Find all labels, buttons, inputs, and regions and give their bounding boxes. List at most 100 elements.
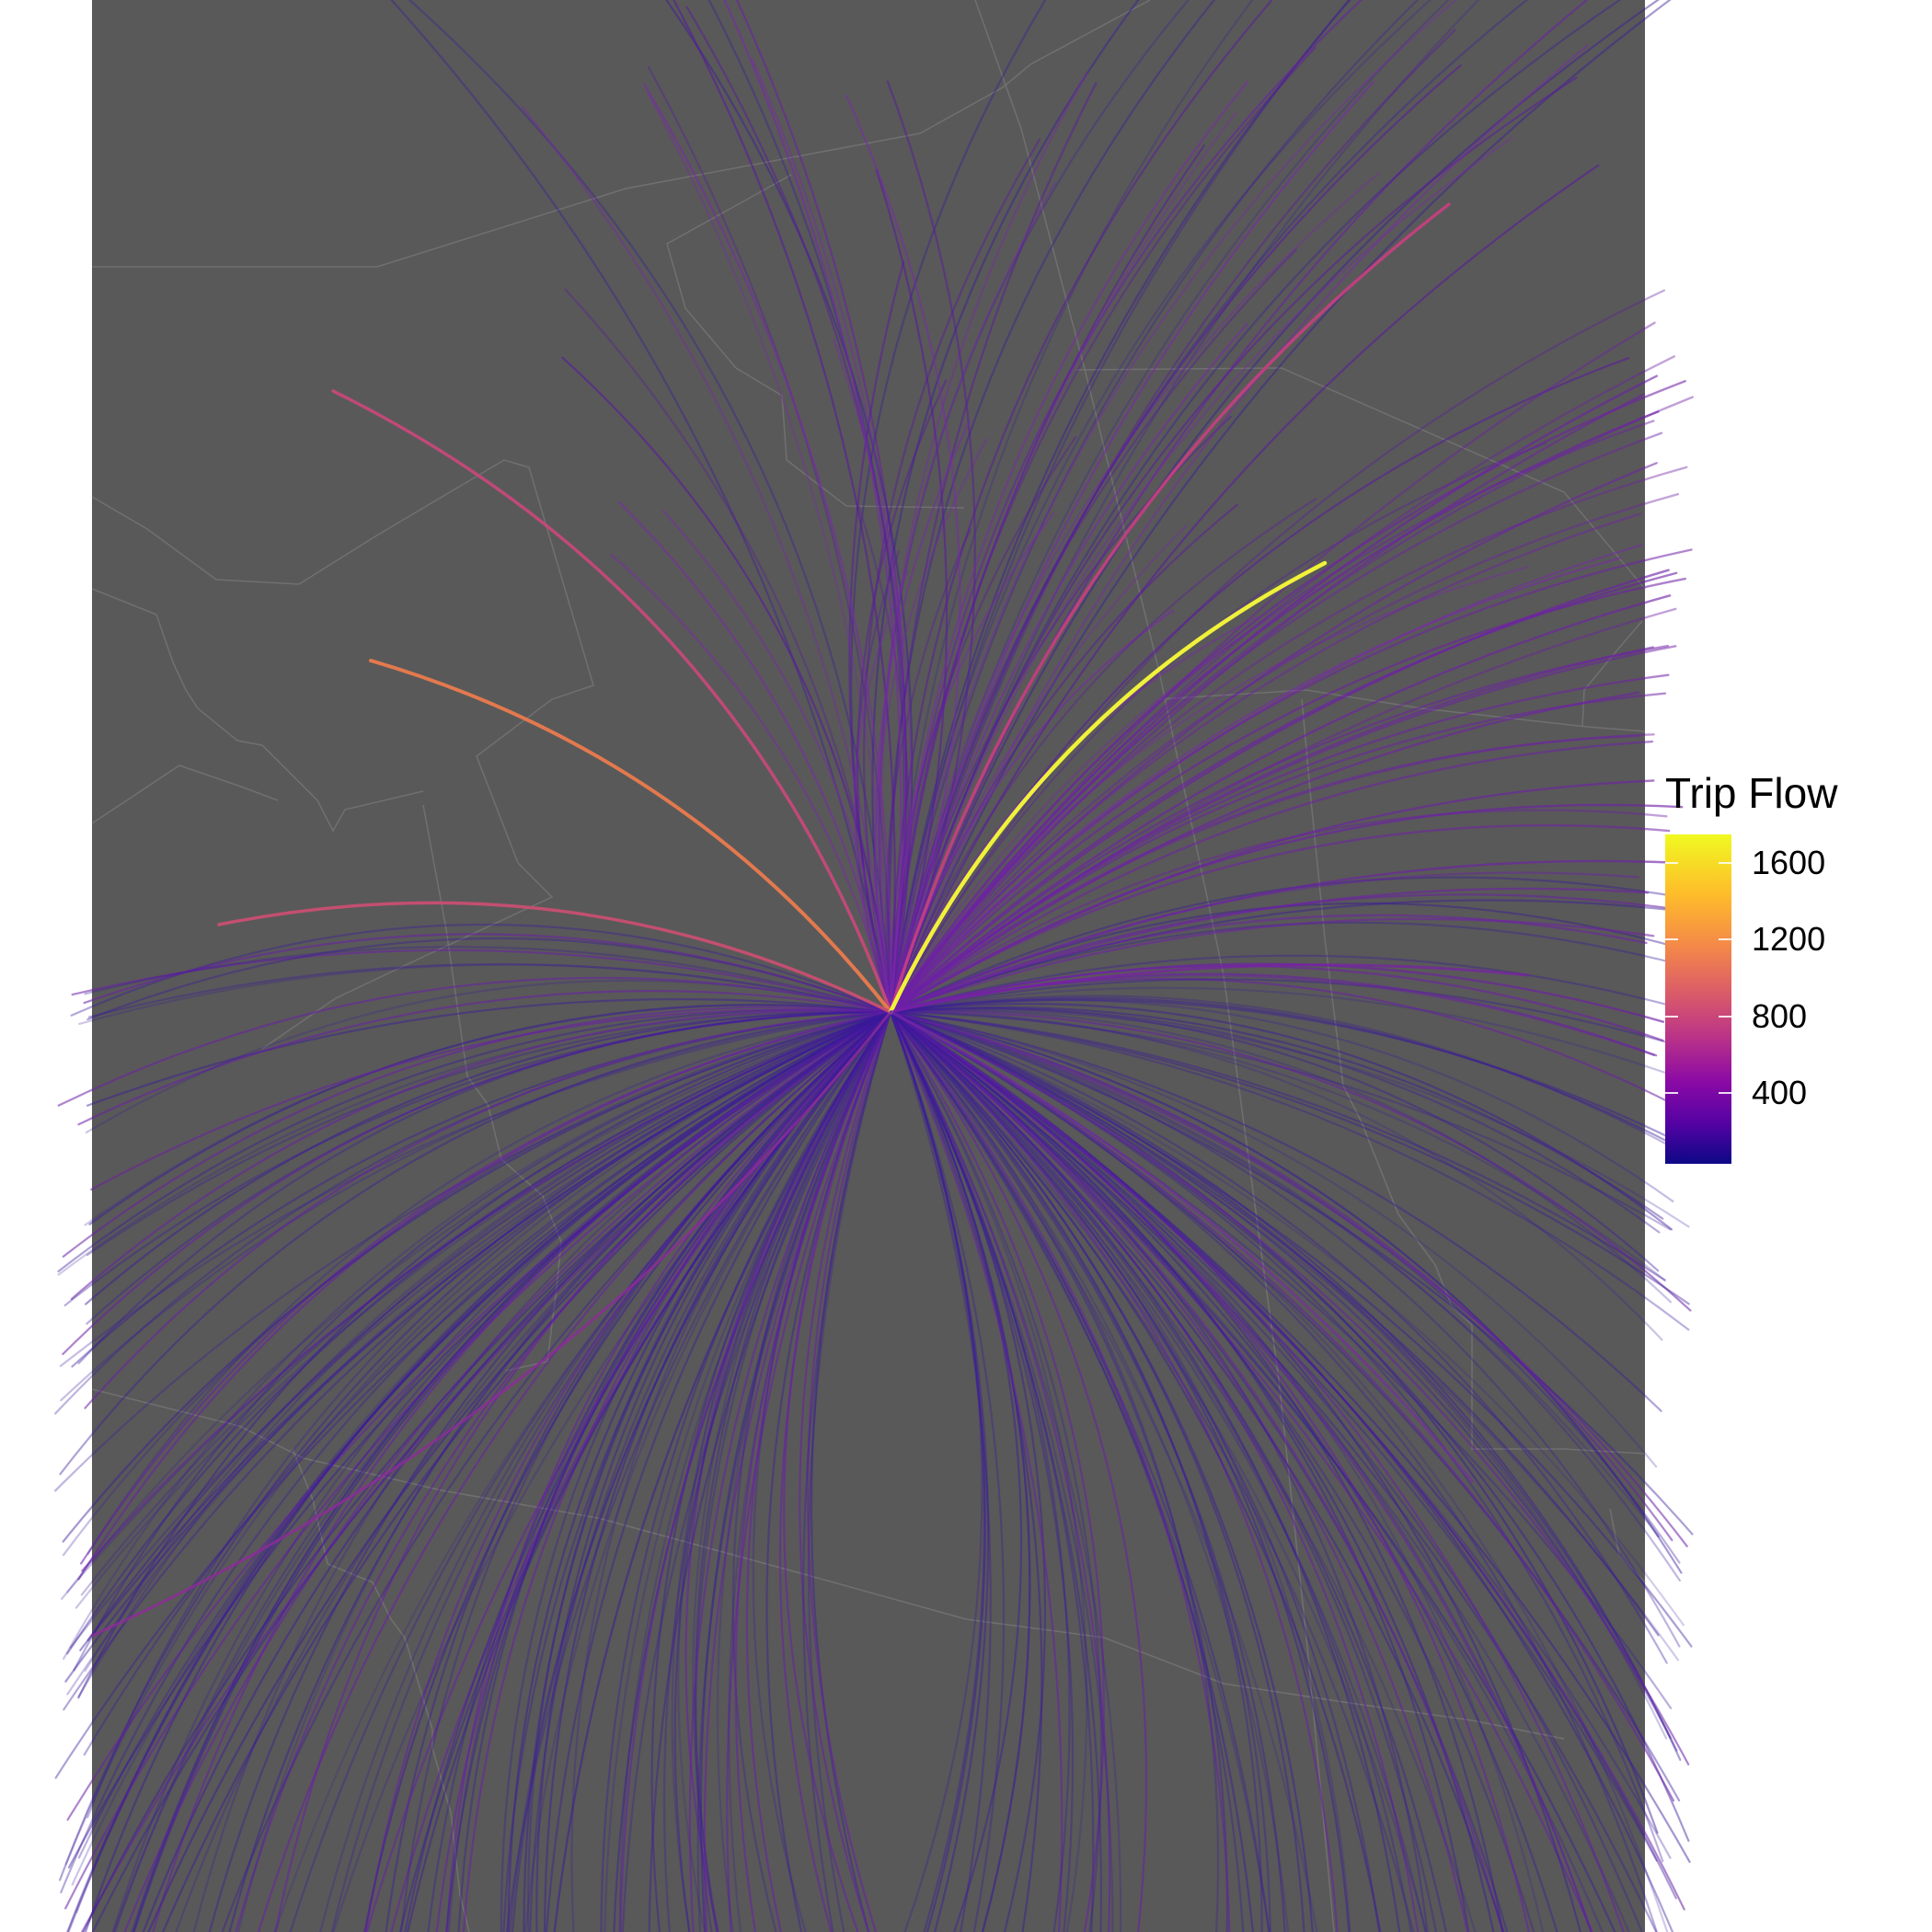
flow-line — [889, 1010, 1088, 1932]
flow-line — [832, 338, 912, 1014]
flow-line — [257, 1010, 892, 1932]
flow-line — [889, 1010, 1006, 1932]
flow-line — [692, 1010, 892, 1932]
flow-line — [889, 1010, 1043, 1932]
flow-line — [886, 80, 976, 1014]
flow-line — [889, 1010, 1023, 1932]
flow-line — [521, 106, 892, 1014]
flow-line — [545, 1010, 892, 1932]
flow-line — [64, 1010, 892, 1683]
flow-line — [77, 990, 892, 1126]
flow-line — [684, 1010, 892, 1932]
flow-line — [889, 954, 1676, 1014]
flow-line — [81, 1010, 892, 1572]
flow-line — [889, 1010, 1271, 1932]
flow-line — [889, 1010, 1263, 1932]
flow-line — [889, 1010, 1031, 1932]
flow-line — [619, 1010, 892, 1932]
flow-line — [889, 1010, 1685, 1911]
flow-line — [60, 1010, 892, 1402]
flow-line — [535, 1010, 892, 1932]
flow-line — [86, 1010, 892, 1257]
flow-line — [889, 1010, 1681, 1802]
flow-line — [661, 510, 892, 1014]
flow-line — [273, 1010, 892, 1932]
flow-line — [57, 976, 892, 1107]
flow-line — [618, 1010, 892, 1932]
flow-line — [77, 1010, 892, 1699]
flow-line — [61, 1010, 892, 1600]
flow-line — [889, 0, 1363, 1014]
flow-line — [889, 1010, 1504, 1932]
flow-line — [364, 1010, 892, 1932]
flow-line — [889, 1010, 1220, 1932]
flow-line-high — [331, 389, 892, 1014]
flow-line — [75, 1010, 892, 1914]
flow-line — [889, 803, 1684, 1014]
flow-line — [84, 1004, 892, 1226]
flow-line — [113, 1010, 892, 1932]
flow-line — [889, 1010, 1658, 1932]
flow-line — [752, 58, 906, 1014]
flow-line — [848, 261, 905, 1014]
flow-line — [889, 80, 1248, 1014]
flow-line — [889, 963, 1529, 1014]
flow-line — [67, 1010, 892, 1869]
flow-lines — [54, 0, 1694, 1932]
flow-line — [889, 323, 1248, 1014]
flow-line — [529, 1010, 892, 1932]
flow-line — [889, 1010, 986, 1932]
flow-line — [662, 1010, 892, 1932]
flow-line — [445, 1010, 892, 1932]
flow-line — [889, 1010, 1114, 1932]
flow-line — [695, 1010, 892, 1932]
flow-line — [889, 144, 1205, 1014]
flow-line — [889, 1010, 1428, 1932]
flow-line — [889, 1010, 1474, 1483]
flow-line — [889, 1010, 1616, 1932]
flow-line — [889, 1010, 1095, 1932]
flow-line — [889, 1010, 1271, 1932]
flow-line — [88, 1004, 892, 1225]
flow-line — [62, 1010, 892, 1543]
flow-line — [621, 1010, 892, 1932]
flow-line — [889, 1010, 1675, 1802]
flow-line — [889, 1008, 1690, 1228]
flow-line — [77, 1010, 892, 1364]
flow-line — [889, 1010, 1318, 1932]
flow-line — [63, 1010, 892, 1661]
flow-line — [765, 1010, 892, 1932]
flow-line — [889, 1010, 1682, 1761]
flow-line — [783, 1010, 892, 1932]
flow-line — [889, 1010, 1102, 1932]
flow-line — [878, 0, 1190, 1014]
flow-line — [889, 1010, 1680, 1662]
flow-line — [889, 1010, 1420, 1932]
flow-line — [63, 1010, 892, 1711]
flow-line — [289, 1010, 892, 1932]
flow-line — [889, 1010, 1305, 1932]
flow-line — [54, 1010, 892, 1415]
flow-line — [66, 1010, 892, 1655]
flow-line — [889, 1010, 1504, 1932]
flow-line — [457, 1010, 892, 1932]
flow-line — [123, 1010, 892, 1932]
flow-line — [84, 1010, 892, 1932]
flow-line — [86, 1010, 892, 1819]
flow-line — [237, 1010, 892, 1932]
flow-line — [70, 1009, 892, 1300]
flow-line — [889, 1010, 1254, 1932]
flow-line — [889, 503, 1238, 1014]
flow-line — [889, 1010, 1661, 1538]
flow-line — [889, 1010, 1660, 1637]
flow-line — [889, 0, 1351, 1014]
flow-line — [71, 1010, 892, 1886]
flow-line — [889, 1007, 1660, 1272]
flow-line — [60, 1010, 892, 1893]
flow-line — [69, 1010, 892, 1649]
flow-line — [875, 168, 949, 1014]
flow-line — [889, 1010, 1438, 1932]
flow-line — [543, 1010, 892, 1932]
flow-line — [889, 0, 1458, 1014]
flow-line — [889, 0, 1589, 1014]
